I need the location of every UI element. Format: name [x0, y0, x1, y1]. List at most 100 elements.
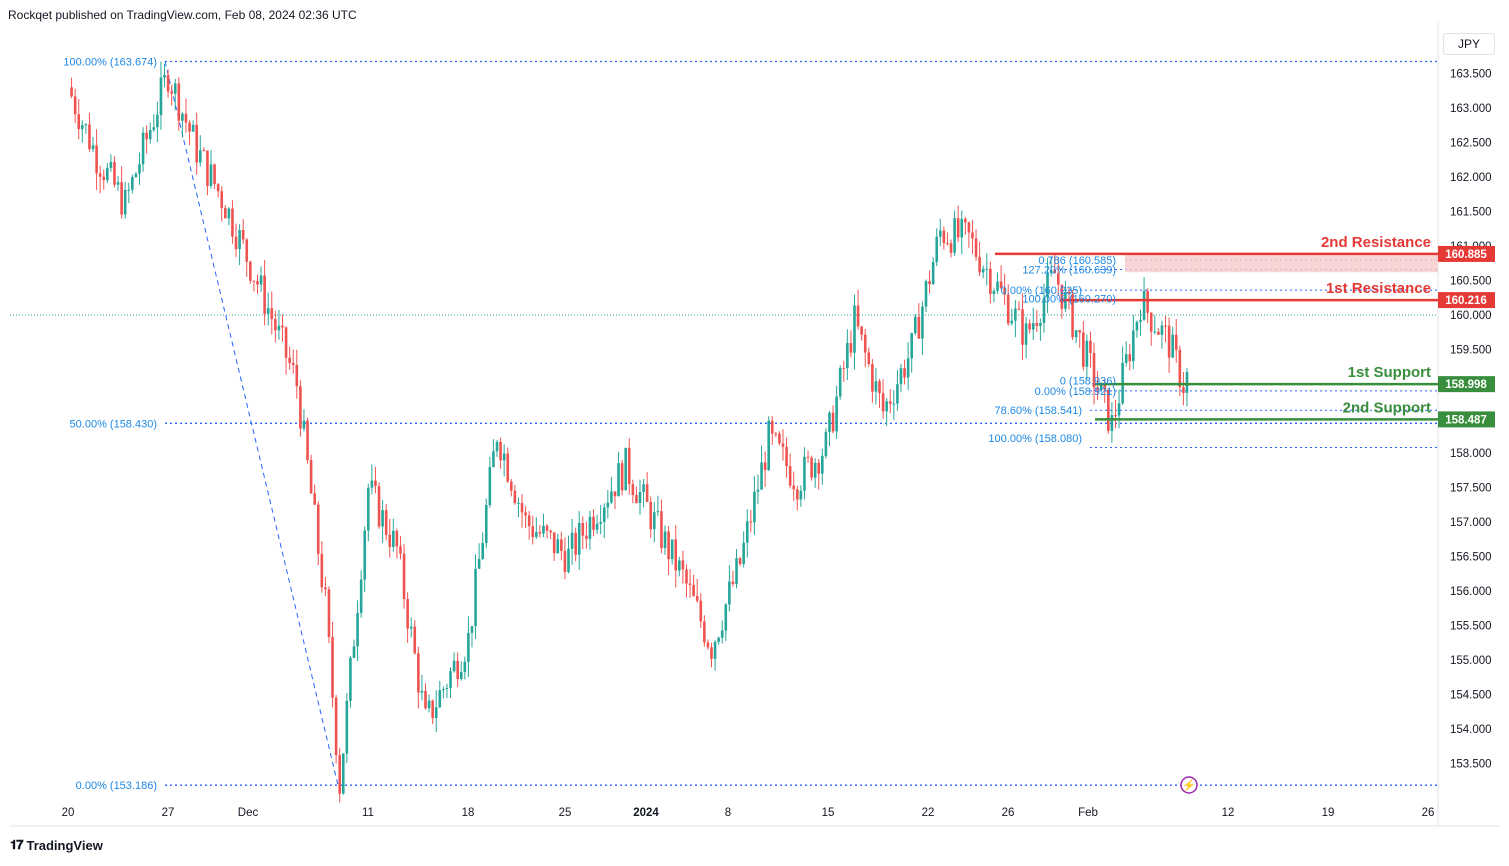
y-tick-label: 163.500: [1450, 69, 1492, 81]
candle-body: [581, 522, 585, 536]
candle-body: [1153, 331, 1157, 333]
candle-body: [123, 190, 127, 215]
y-tick-label: 162.000: [1450, 172, 1492, 184]
fib-label: 127.20% (160.639): [1022, 264, 1116, 276]
fib-label: 100.00% (160.270): [1022, 293, 1116, 305]
y-tick-label: 157.000: [1450, 517, 1492, 529]
candle-body: [492, 451, 495, 468]
y-tick-label: 162.500: [1450, 138, 1492, 150]
currency-button[interactable]: JPY: [1443, 33, 1495, 55]
resistance-zone: [1125, 253, 1438, 273]
candle-body: [635, 495, 638, 503]
candle-body: [706, 642, 710, 648]
candle-body: [234, 236, 238, 250]
candle-body: [84, 124, 88, 126]
candle-body: [545, 525, 549, 531]
candle-body: [163, 75, 166, 78]
candle-body: [1060, 284, 1064, 309]
candle-body: [367, 487, 370, 531]
candle-body: [599, 521, 602, 524]
candle-body: [73, 96, 77, 115]
candle-body: [377, 486, 381, 527]
candle-body: [209, 164, 213, 186]
candle-body: [406, 598, 409, 629]
candle-body: [860, 326, 863, 335]
candle-body: [442, 689, 445, 691]
candle-body: [1114, 415, 1117, 417]
candle-body: [939, 230, 942, 237]
candle-body: [917, 316, 921, 339]
candle-body: [102, 176, 106, 181]
candle-body: [299, 386, 302, 429]
candle-body: [388, 534, 392, 548]
candle-body: [667, 531, 670, 560]
candle-body: [166, 75, 170, 92]
y-tick-label: 155.500: [1450, 621, 1492, 633]
candle-body: [856, 305, 860, 327]
candle-body: [885, 401, 888, 412]
candle-body: [356, 612, 359, 647]
candle-body: [345, 700, 349, 754]
candle-body: [1117, 403, 1121, 416]
fib-label: 0 (158.936): [1060, 376, 1116, 388]
candle-body: [120, 182, 123, 215]
candle-body: [1056, 273, 1060, 285]
candle-body: [585, 535, 588, 539]
candle-body: [320, 553, 324, 588]
candle-body: [849, 342, 853, 353]
candle-body: [731, 581, 735, 585]
candle-body: [699, 600, 703, 622]
candle-body: [1024, 323, 1028, 345]
candle-body: [985, 268, 989, 270]
candle-body: [202, 150, 206, 152]
candle-body: [656, 511, 660, 513]
candle-body: [560, 539, 563, 551]
candle-body: [520, 502, 524, 513]
candle-body: [1017, 308, 1021, 310]
candle-body: [745, 521, 749, 543]
candle-body: [495, 441, 499, 452]
candle-body: [685, 569, 688, 584]
candle-body: [181, 113, 184, 121]
level-price-tag: [1438, 411, 1495, 428]
candle-body: [231, 208, 234, 237]
candle-body: [742, 542, 745, 565]
candle-body: [803, 456, 806, 491]
candle-body: [595, 523, 599, 530]
candle-body: [602, 507, 606, 522]
candle-body: [284, 327, 288, 358]
candle-body: [409, 626, 413, 629]
candle-body: [338, 755, 341, 794]
candle-body: [924, 281, 928, 307]
fib-label: 0.00% (160.235): [1001, 285, 1082, 297]
candle-body: [359, 579, 363, 613]
candle-body: [1089, 340, 1092, 353]
candle-body: [1031, 323, 1035, 330]
candle-body: [910, 333, 913, 359]
candle-body: [1103, 383, 1107, 390]
candle-body: [874, 381, 878, 392]
candle-body: [341, 753, 345, 794]
candle-body: [738, 558, 742, 565]
candle-body: [749, 521, 753, 523]
candle-body: [481, 543, 484, 560]
candle-body: [810, 457, 813, 478]
candle-body: [921, 306, 924, 339]
candle-body: [352, 646, 356, 658]
candle-body: [474, 568, 477, 627]
candle-body: [913, 316, 917, 334]
candle-body: [713, 641, 717, 659]
candle-body: [281, 325, 284, 328]
candle-body: [753, 491, 756, 523]
candle-body: [363, 530, 367, 580]
candle-body: [141, 132, 145, 165]
x-tick-label: 27: [162, 807, 175, 819]
level-price-tag: [1438, 292, 1495, 309]
candle-body: [1014, 308, 1017, 321]
candle-body: [817, 462, 821, 474]
candle-body: [184, 113, 188, 123]
candle-body: [813, 462, 817, 478]
candle-body: [517, 502, 520, 504]
